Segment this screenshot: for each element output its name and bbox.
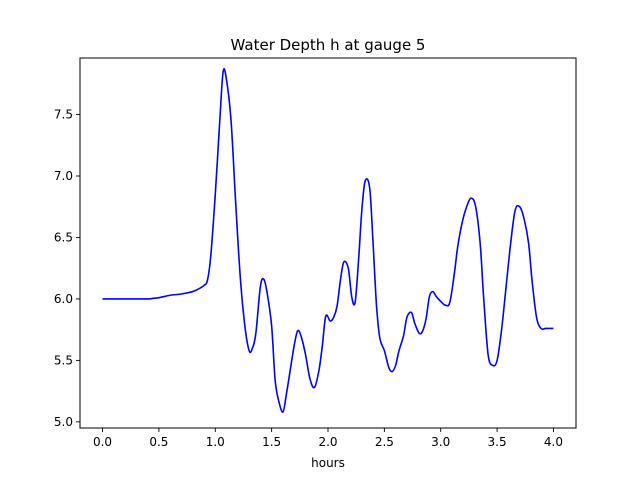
series-layer — [102, 68, 554, 413]
x-tick-label: 0.5 — [149, 435, 168, 449]
x-tick-label: 1.0 — [206, 435, 225, 449]
series-line — [102, 68, 554, 413]
x-tick-label: 2.0 — [318, 435, 337, 449]
tick-marks — [76, 114, 554, 432]
y-tick-label: 5.5 — [54, 353, 73, 367]
plot-frame — [79, 57, 577, 429]
x-tick-label: 0.0 — [93, 435, 112, 449]
x-tick-label: 1.5 — [262, 435, 281, 449]
x-tick-label: 3.5 — [488, 435, 507, 449]
chart-title: Water Depth h at gauge 5 — [231, 36, 426, 54]
x-tick-label: 2.5 — [375, 435, 394, 449]
x-axis-label: hours — [311, 456, 345, 470]
y-tick-label: 5.0 — [54, 415, 73, 429]
x-tick-label: 3.0 — [431, 435, 450, 449]
x-tick-label: 4.0 — [544, 435, 563, 449]
y-tick-label: 7.5 — [54, 108, 73, 122]
y-tick-label: 6.5 — [54, 230, 73, 244]
y-tick-label: 7.0 — [54, 169, 73, 183]
tick-labels: 0.0 0.5 1.0 1.5 2.0 2.5 3.0 3.5 4.0 5.0 5.5 6.0 6.5 7… — [54, 108, 563, 449]
y-tick-label: 6.0 — [54, 292, 73, 306]
